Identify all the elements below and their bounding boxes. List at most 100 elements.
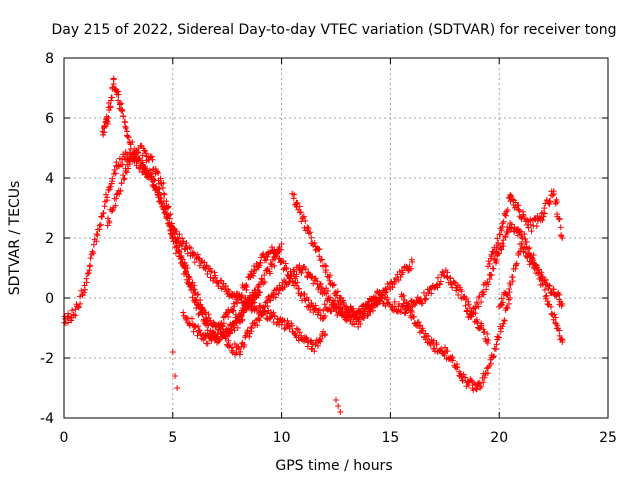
data-point bbox=[451, 279, 458, 286]
data-point bbox=[107, 97, 114, 104]
data-point bbox=[264, 253, 271, 260]
data-point bbox=[521, 244, 528, 251]
data-point bbox=[557, 224, 564, 231]
data-point bbox=[504, 207, 511, 214]
data-point bbox=[191, 259, 198, 266]
data-point bbox=[508, 192, 515, 199]
data-point bbox=[478, 322, 485, 329]
data-point bbox=[515, 206, 522, 213]
data-point bbox=[271, 262, 278, 269]
data-point bbox=[507, 225, 514, 232]
data-point bbox=[499, 299, 506, 306]
data-point bbox=[195, 323, 202, 330]
data-point bbox=[526, 245, 533, 252]
data-point bbox=[261, 271, 268, 278]
data-point bbox=[492, 256, 499, 263]
data-point bbox=[271, 312, 278, 319]
data-point bbox=[177, 253, 184, 260]
data-point bbox=[333, 397, 339, 403]
data-point bbox=[225, 337, 232, 344]
data-point bbox=[161, 210, 168, 217]
data-point bbox=[480, 291, 487, 298]
data-point bbox=[261, 279, 268, 286]
data-point bbox=[428, 290, 435, 297]
data-point bbox=[452, 280, 459, 287]
y-tick-label: 6 bbox=[45, 111, 54, 127]
data-point bbox=[286, 278, 293, 285]
data-point bbox=[191, 324, 198, 331]
data-point bbox=[534, 270, 541, 277]
data-point bbox=[543, 292, 550, 299]
data-point bbox=[493, 341, 500, 348]
data-point bbox=[540, 213, 547, 220]
data-point bbox=[307, 307, 314, 314]
data-point bbox=[159, 184, 166, 191]
data-point bbox=[183, 262, 190, 269]
data-point bbox=[253, 291, 260, 298]
data-point bbox=[175, 237, 182, 244]
data-point bbox=[520, 208, 527, 215]
data-point bbox=[522, 249, 529, 256]
data-point bbox=[364, 311, 371, 318]
data-point bbox=[514, 232, 521, 239]
data-point bbox=[502, 234, 509, 241]
data-point bbox=[129, 153, 136, 160]
data-point bbox=[244, 299, 251, 306]
data-point bbox=[556, 327, 563, 334]
data-point bbox=[196, 262, 203, 269]
data-point bbox=[464, 307, 471, 314]
data-point bbox=[81, 282, 88, 289]
data-point bbox=[307, 338, 314, 345]
data-point bbox=[536, 276, 543, 283]
data-point bbox=[308, 234, 315, 241]
data-point bbox=[447, 275, 454, 282]
data-point bbox=[388, 304, 395, 311]
data-point bbox=[109, 175, 116, 182]
data-point bbox=[307, 229, 314, 236]
data-point bbox=[267, 270, 274, 277]
data-point bbox=[480, 379, 487, 386]
x-tick-label: 5 bbox=[168, 430, 177, 446]
data-point bbox=[507, 281, 514, 288]
data-point bbox=[294, 199, 301, 206]
data-point bbox=[212, 274, 219, 281]
data-point bbox=[433, 341, 440, 348]
data-point bbox=[491, 345, 498, 352]
data-point bbox=[495, 334, 502, 341]
data-point bbox=[101, 123, 108, 130]
data-point bbox=[207, 265, 214, 272]
data-point bbox=[318, 256, 325, 263]
data-point bbox=[255, 282, 262, 289]
data-point bbox=[506, 285, 513, 292]
data-point bbox=[547, 303, 554, 310]
data-point bbox=[535, 266, 542, 273]
data-point bbox=[305, 296, 312, 303]
data-point bbox=[118, 108, 125, 115]
data-point bbox=[208, 337, 215, 344]
data-point bbox=[293, 325, 300, 332]
data-point bbox=[236, 318, 243, 325]
data-point bbox=[504, 305, 511, 312]
data-point bbox=[184, 265, 191, 272]
data-point bbox=[84, 270, 91, 277]
data-point bbox=[270, 309, 277, 316]
data-point bbox=[87, 255, 94, 262]
data-point bbox=[530, 252, 537, 259]
data-point bbox=[411, 313, 418, 320]
data-point bbox=[85, 270, 92, 277]
data-point bbox=[362, 305, 369, 312]
data-point bbox=[97, 221, 104, 228]
data-point bbox=[400, 300, 407, 307]
data-point bbox=[222, 283, 229, 290]
data-point bbox=[220, 320, 227, 327]
data-point bbox=[333, 308, 340, 315]
data-point bbox=[383, 289, 390, 296]
data-point bbox=[249, 296, 256, 303]
x-tick-label: 0 bbox=[60, 430, 69, 446]
data-point bbox=[284, 317, 291, 324]
data-point bbox=[296, 203, 303, 210]
data-point bbox=[94, 232, 101, 239]
data-point bbox=[454, 363, 461, 370]
